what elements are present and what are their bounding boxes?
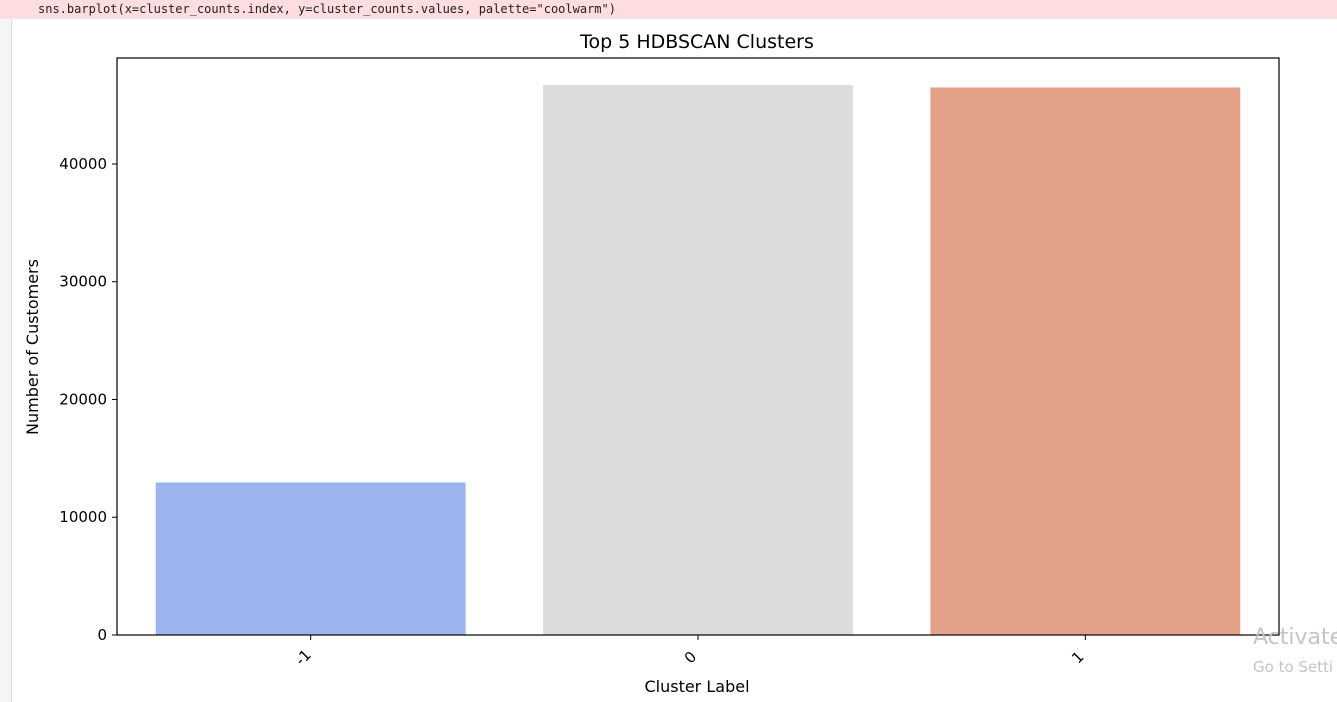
watermark-line-2: Go to Setti (1253, 658, 1334, 676)
chart-title: Top 5 HDBSCAN Clusters (579, 31, 814, 53)
cell-gutter (0, 19, 12, 702)
y-tick-label: 0 (97, 626, 107, 644)
y-tick-label: 10000 (59, 508, 107, 526)
y-tick-label: 40000 (59, 155, 107, 173)
y-tick-label: 30000 (59, 273, 107, 291)
x-tick-label: 0 (681, 648, 700, 667)
warning-band: sns.barplot(x=cluster_counts.index, y=cl… (0, 0, 1337, 19)
y-tick-label: 20000 (59, 390, 107, 408)
bar-1 (930, 87, 1241, 635)
x-axis-label: Cluster Label (644, 677, 749, 696)
bar-0 (543, 85, 853, 635)
watermark-line-1: Activate (1253, 625, 1337, 650)
y-axis-label: Number of Customers (23, 259, 42, 435)
bar--1 (155, 482, 466, 635)
x-tick-label: -1 (291, 646, 314, 669)
x-tick-label: 1 (1068, 648, 1087, 667)
warning-code-line: sns.barplot(x=cluster_counts.index, y=cl… (38, 2, 616, 16)
